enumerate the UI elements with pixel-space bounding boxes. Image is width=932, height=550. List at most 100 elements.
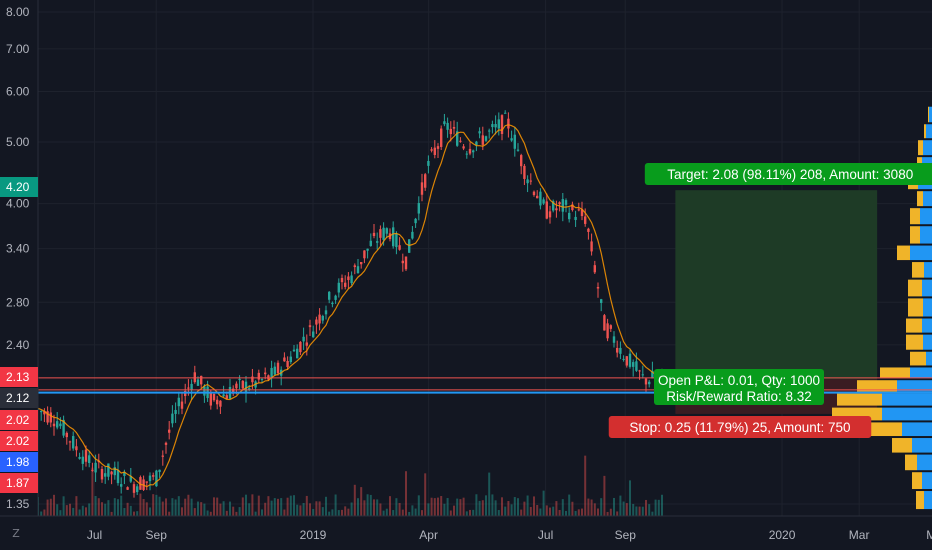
- candle-body: [292, 349, 296, 352]
- volume-bar: [123, 508, 126, 516]
- candle-body: [542, 199, 545, 204]
- volume-bar: [427, 503, 430, 516]
- candle-body: [40, 410, 43, 413]
- volume-bar: [513, 497, 516, 516]
- volume-bar: [568, 494, 571, 516]
- x-tick-label: 2019: [300, 528, 327, 542]
- volume-bar: [369, 494, 372, 516]
- candle-body: [356, 266, 360, 274]
- volume-bar: [267, 496, 270, 516]
- volume-bar: [337, 510, 340, 516]
- volume-bar: [613, 497, 615, 516]
- candle-body: [174, 409, 177, 414]
- volume-bar: [59, 510, 62, 516]
- volume-bar: [277, 498, 279, 516]
- candle-body: [283, 357, 286, 362]
- volume-bar: [593, 503, 596, 516]
- candle-body: [180, 401, 184, 409]
- candle-body: [606, 323, 609, 339]
- volume-profile-bar-up: [882, 393, 932, 406]
- volume-profile-bar-up: [910, 367, 932, 379]
- volume-bar: [174, 499, 177, 516]
- candle-body: [196, 379, 200, 386]
- candle-body: [116, 470, 120, 484]
- volume-bar: [542, 490, 545, 516]
- volume-bar: [507, 501, 510, 516]
- volume-bar: [312, 508, 315, 516]
- volume-bar: [549, 507, 551, 516]
- volume-bar: [136, 511, 139, 516]
- volume-profile-bar-up: [922, 318, 932, 333]
- volume-bar: [299, 505, 302, 516]
- volume-profile-bar-down: [908, 279, 922, 297]
- candle-body: [500, 115, 504, 134]
- volume-bar: [341, 509, 343, 516]
- volume-bar: [190, 498, 193, 516]
- candle-body: [417, 203, 420, 214]
- candle-body: [430, 149, 433, 151]
- volume-bar: [488, 472, 491, 516]
- volume-bar: [584, 455, 587, 516]
- candle-body: [523, 165, 526, 179]
- candle-body: [456, 131, 459, 146]
- volume-profile-bar-down: [910, 351, 926, 366]
- volume-bar: [350, 502, 353, 516]
- candle-body: [88, 455, 91, 463]
- volume-bar: [520, 509, 523, 516]
- volume-bar: [206, 510, 209, 516]
- volume-bar: [648, 504, 651, 516]
- volume-bar: [430, 497, 433, 516]
- candle-body: [452, 127, 456, 129]
- candle-body: [139, 477, 142, 490]
- candle-body: [641, 374, 644, 376]
- y-tick-label: 1.35: [6, 497, 30, 511]
- candle-body: [619, 347, 622, 354]
- candle-body: [478, 131, 481, 134]
- candle-body: [49, 412, 52, 423]
- candle-body: [584, 216, 587, 224]
- price-tag-label: 4.20: [6, 180, 30, 194]
- volume-bar: [78, 509, 81, 516]
- candle-body: [59, 423, 62, 427]
- volume-bar: [344, 506, 347, 516]
- candle-body: [91, 469, 94, 471]
- candle-body: [251, 376, 254, 383]
- candle-body: [171, 413, 174, 424]
- candle-body: [488, 130, 491, 132]
- volume-bar: [305, 495, 308, 516]
- volume-bar: [360, 487, 363, 516]
- volume-bar: [283, 509, 286, 516]
- volume-bar: [270, 500, 273, 516]
- volume-bar: [629, 480, 631, 516]
- candle-body: [385, 228, 388, 234]
- candle-body: [270, 367, 273, 379]
- volume-bar: [120, 495, 123, 516]
- price-tag-bg: [0, 452, 38, 472]
- volume-profile-bar-up: [917, 454, 932, 471]
- volume-profile-bar-down: [928, 106, 929, 123]
- candle-body: [433, 147, 436, 155]
- candle-body: [369, 240, 372, 246]
- y-tick-label: 2.40: [6, 338, 30, 352]
- candle-body: [75, 446, 78, 451]
- volume-bar: [478, 500, 481, 516]
- candle-body: [574, 216, 577, 221]
- candle-body: [324, 310, 328, 315]
- volume-bar: [366, 494, 369, 516]
- volume-bar: [603, 475, 606, 516]
- volume-bar: [565, 510, 567, 516]
- candle-body: [43, 410, 46, 415]
- candle-body: [65, 432, 68, 438]
- candle-body: [113, 467, 116, 476]
- candle-body: [328, 291, 331, 300]
- y-axis-ticks: 8.00 7.00 6.00 5.00 4.00 3.40 2.80 2.40 1.35: [6, 5, 30, 511]
- candle-body: [276, 362, 280, 374]
- volume-bar: [296, 504, 299, 516]
- candle-body: [465, 153, 468, 155]
- volume-bar: [433, 498, 436, 516]
- volume-bar: [101, 502, 103, 516]
- candle-body: [78, 457, 81, 459]
- x-tick-label: Jul: [538, 528, 553, 542]
- volume-bar: [113, 498, 116, 516]
